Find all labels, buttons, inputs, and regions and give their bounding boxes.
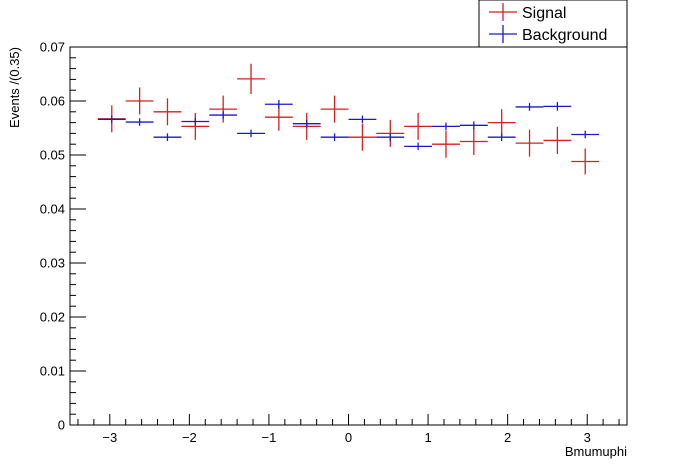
x-tick-label: 0 — [345, 430, 352, 445]
y-tick-label: 0.02 — [40, 310, 65, 325]
y-tick-label: 0.07 — [40, 40, 65, 55]
x-tick-label: 2 — [504, 430, 511, 445]
legend-entry-signal: Signal — [522, 5, 566, 22]
y-tick-label: 0.06 — [40, 94, 65, 109]
plot-area-border — [69, 46, 628, 426]
x-tick-label: 3 — [584, 430, 591, 445]
x-axis-title: Bmumuphi — [565, 444, 627, 459]
legend[interactable]: Signal Background — [478, 0, 628, 48]
legend-entry-background: Background — [522, 27, 607, 44]
y-tick-label: 0.05 — [40, 148, 65, 163]
y-tick-label: 0 — [58, 418, 65, 433]
x-tick-label: 1 — [424, 430, 431, 445]
y-tick-label: 0.01 — [40, 364, 65, 379]
plot-frame — [69, 46, 628, 426]
x-tick-label: −2 — [182, 430, 197, 445]
x-axis: −3 −2 −1 0 1 2 3 — [77, 414, 620, 445]
legend-box — [478, 0, 628, 48]
series-background — [97, 99, 600, 151]
y-axis: 0 0.01 0.02 0.03 0.04 0.05 0.06 0.07 — [40, 40, 86, 433]
x-tick-label: −1 — [262, 430, 277, 445]
y-tick-label: 0.03 — [40, 256, 65, 271]
y-tick-label: 0.04 — [40, 202, 65, 217]
data-series — [97, 63, 600, 175]
x-tick-label: −3 — [102, 430, 117, 445]
y-axis-title: Events /(0.35) — [7, 47, 22, 128]
